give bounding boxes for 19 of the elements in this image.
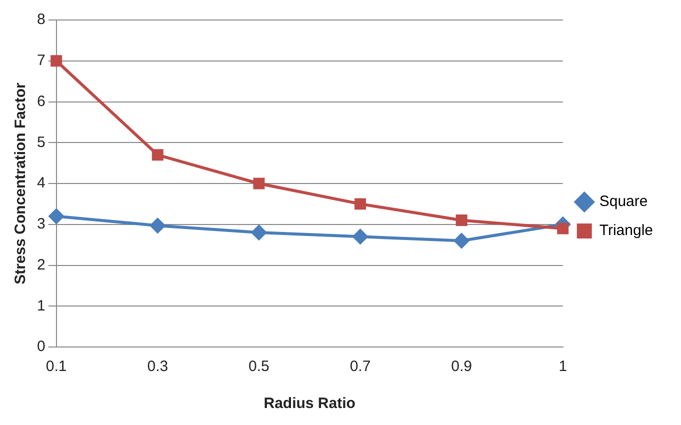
y-tick-label: 0 (37, 338, 46, 356)
y-tick-label: 2 (37, 256, 46, 274)
y-tick-label: 5 (37, 134, 46, 151)
legend-label: Square (599, 193, 648, 210)
y-tick-label: 8 (37, 11, 46, 28)
y-tick-label: 6 (37, 92, 46, 110)
x-tick-label: 0.7 (350, 358, 371, 376)
y-tick-label: 1 (37, 297, 46, 314)
x-tick-label: 1 (558, 358, 568, 376)
y-axis-title: Stress Concentration Factor (12, 82, 30, 284)
y-tick-label: 4 (37, 174, 46, 192)
y-tick-label: 7 (37, 52, 46, 70)
legend-label: Triangle (599, 222, 654, 240)
x-tick-label: 0.9 (451, 358, 472, 376)
x-axis-title: Radius Ratio (264, 395, 356, 412)
x-tick-label: 0.1 (46, 358, 67, 376)
x-tick-label: 0.5 (248, 358, 270, 376)
x-tick-label: 0.3 (147, 358, 168, 376)
y-tick-label: 3 (37, 216, 46, 233)
